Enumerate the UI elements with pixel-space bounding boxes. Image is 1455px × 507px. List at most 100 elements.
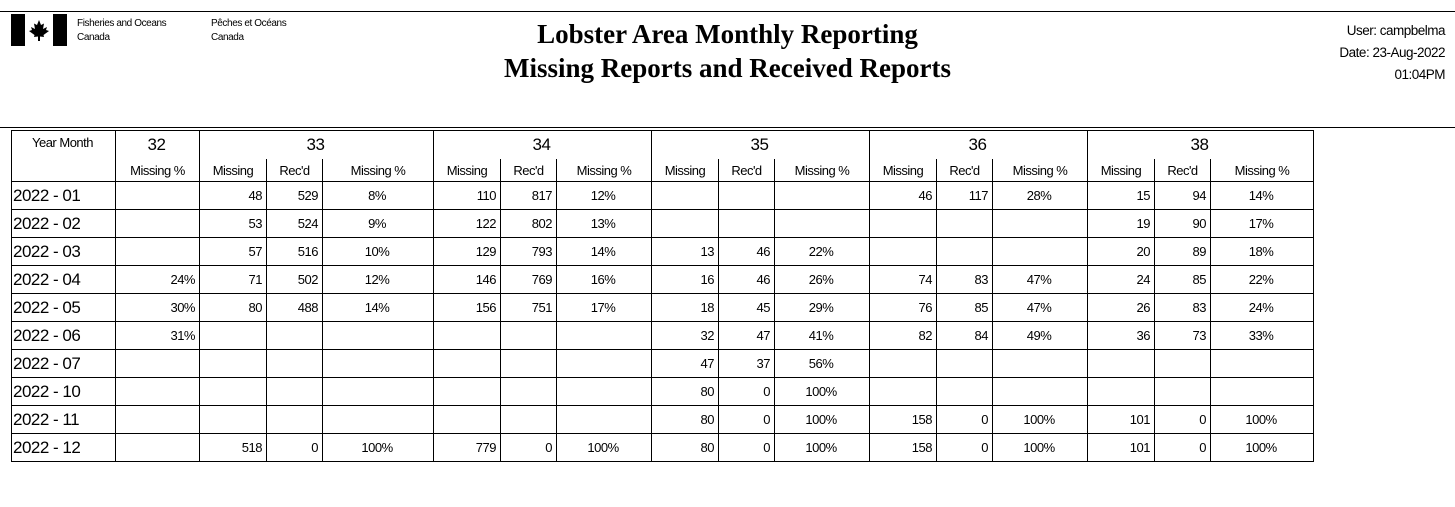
missing-cell-33: 57 — [199, 237, 267, 266]
missing-cell-38: 24 — [1087, 265, 1155, 294]
missing-pct-cell-35: 100% — [774, 377, 870, 406]
missing-cell-34 — [433, 377, 501, 406]
missing-cell-36: 74 — [869, 265, 937, 294]
col-missing-36: Missing — [869, 159, 937, 182]
missing-pct-cell-32 — [115, 433, 200, 462]
department-name-english: Fisheries and Oceans Canada — [77, 17, 167, 45]
col-missing-35: Missing — [651, 159, 719, 182]
report-title-line2: Missing Reports and Received Reports — [504, 53, 951, 83]
missing-pct-cell-32 — [115, 349, 200, 378]
missing-pct-cell-35: 100% — [774, 433, 870, 462]
table-row: 2022 - 03 57 516 10% 129 793 14% 13 46 22% 20 89 18% — [11, 237, 1314, 266]
missing-cell-38: 20 — [1087, 237, 1155, 266]
missing-pct-cell-32: 24% — [115, 265, 200, 294]
missing-pct-cell-38: 14% — [1210, 181, 1314, 210]
missing-cell-35: 80 — [651, 377, 719, 406]
period-cell: 2022 - 12 — [11, 433, 116, 462]
table-row: 2022 - 02 53 524 9% 122 802 13% 19 90 17% — [11, 209, 1314, 238]
col-missing-38: Missing — [1087, 159, 1155, 182]
missing-cell-38: 101 — [1087, 405, 1155, 434]
missing-pct-cell-34 — [556, 349, 652, 378]
missing-pct-cell-35: 56% — [774, 349, 870, 378]
report-user: User: campbelma — [1346, 23, 1446, 38]
recd-cell-36 — [936, 349, 993, 378]
col-missing-pct-35: Missing % — [774, 159, 870, 182]
recd-cell-33: 502 — [266, 265, 323, 294]
col-missing-pct-38: Missing % — [1210, 159, 1314, 182]
area-header-36: 36 — [869, 130, 1088, 159]
period-cell: 2022 - 01 — [11, 181, 116, 210]
area-header-row: Year Month 32 33 34 35 36 38 — [11, 130, 1314, 159]
period-cell: 2022 - 02 — [11, 209, 116, 238]
missing-pct-cell-32: 31% — [115, 321, 200, 350]
period-cell: 2022 - 04 — [11, 265, 116, 294]
missing-cell-36 — [869, 377, 937, 406]
missing-cell-35 — [651, 181, 719, 210]
missing-pct-cell-36: 100% — [992, 433, 1088, 462]
recd-cell-38: 94 — [1154, 181, 1211, 210]
missing-pct-cell-33: 8% — [322, 181, 434, 210]
recd-cell-34 — [500, 321, 557, 350]
missing-pct-cell-36: 47% — [992, 293, 1088, 322]
missing-cell-33: 518 — [199, 433, 267, 462]
missing-pct-cell-34: 13% — [556, 209, 652, 238]
recd-cell-34 — [500, 349, 557, 378]
recd-cell-33: 0 — [266, 433, 323, 462]
missing-cell-38 — [1087, 377, 1155, 406]
recd-cell-38: 0 — [1154, 405, 1211, 434]
missing-cell-38: 26 — [1087, 293, 1155, 322]
recd-cell-33 — [266, 321, 323, 350]
report-table-body: Year Month 32 33 34 35 36 38 Missing % M… — [11, 130, 1314, 462]
report-title: Lobster Area Monthly Reporting Missing R… — [0, 17, 1455, 85]
missing-cell-35: 18 — [651, 293, 719, 322]
recd-cell-36 — [936, 209, 993, 238]
missing-pct-cell-34: 100% — [556, 433, 652, 462]
missing-pct-cell-33 — [322, 321, 434, 350]
recd-cell-33 — [266, 405, 323, 434]
missing-pct-cell-32 — [115, 237, 200, 266]
department-fr-line2: Canada — [211, 32, 244, 43]
missing-pct-cell-32: 30% — [115, 293, 200, 322]
recd-cell-35: 45 — [718, 293, 775, 322]
missing-pct-cell-38: 22% — [1210, 265, 1314, 294]
table-row: 2022 - 01 48 529 8% 110 817 12% 46 117 28% 15 94 14% — [11, 181, 1314, 210]
recd-cell-33 — [266, 349, 323, 378]
missing-cell-33 — [199, 405, 267, 434]
missing-pct-cell-33: 10% — [322, 237, 434, 266]
report-table: Year Month 32 33 34 35 36 38 Missing % M… — [11, 130, 1314, 462]
col-missing-pct-36: Missing % — [992, 159, 1088, 182]
missing-pct-cell-33 — [322, 405, 434, 434]
table-row: 2022 - 05 30% 80 488 14% 156 751 17% 18 45 29% 76 85… — [11, 293, 1314, 322]
missing-pct-cell-38 — [1210, 377, 1314, 406]
col-recd-35: Rec'd — [718, 159, 775, 182]
year-month-header: Year Month — [11, 130, 116, 159]
missing-pct-cell-32 — [115, 209, 200, 238]
col-recd-38: Rec'd — [1154, 159, 1211, 182]
table-row: 2022 - 07 47 37 56% — [11, 349, 1314, 378]
report-date: Date: 23-Aug-2022 — [1339, 45, 1445, 60]
missing-pct-cell-34: 17% — [556, 293, 652, 322]
missing-pct-cell-35: 26% — [774, 265, 870, 294]
period-cell: 2022 - 11 — [11, 405, 116, 434]
missing-cell-34: 156 — [433, 293, 501, 322]
recd-cell-36 — [936, 377, 993, 406]
missing-cell-34: 146 — [433, 265, 501, 294]
table-row: 2022 - 04 24% 71 502 12% 146 769 16% 16 46 26% 74 83… — [11, 265, 1314, 294]
missing-pct-cell-32 — [115, 405, 200, 434]
recd-cell-33 — [266, 377, 323, 406]
missing-cell-36 — [869, 209, 937, 238]
missing-cell-33 — [199, 349, 267, 378]
recd-cell-33: 488 — [266, 293, 323, 322]
missing-pct-cell-34 — [556, 405, 652, 434]
missing-pct-cell-35 — [774, 181, 870, 210]
recd-cell-34: 769 — [500, 265, 557, 294]
department-fr-line1: Pêches et Océans — [211, 18, 287, 29]
missing-cell-33: 53 — [199, 209, 267, 238]
missing-pct-cell-38: 18% — [1210, 237, 1314, 266]
recd-cell-35: 0 — [718, 377, 775, 406]
area-header-33: 33 — [199, 130, 434, 159]
missing-pct-cell-34: 12% — [556, 181, 652, 210]
missing-pct-cell-33: 14% — [322, 293, 434, 322]
department-en-line2: Canada — [77, 32, 110, 43]
recd-cell-34 — [500, 377, 557, 406]
